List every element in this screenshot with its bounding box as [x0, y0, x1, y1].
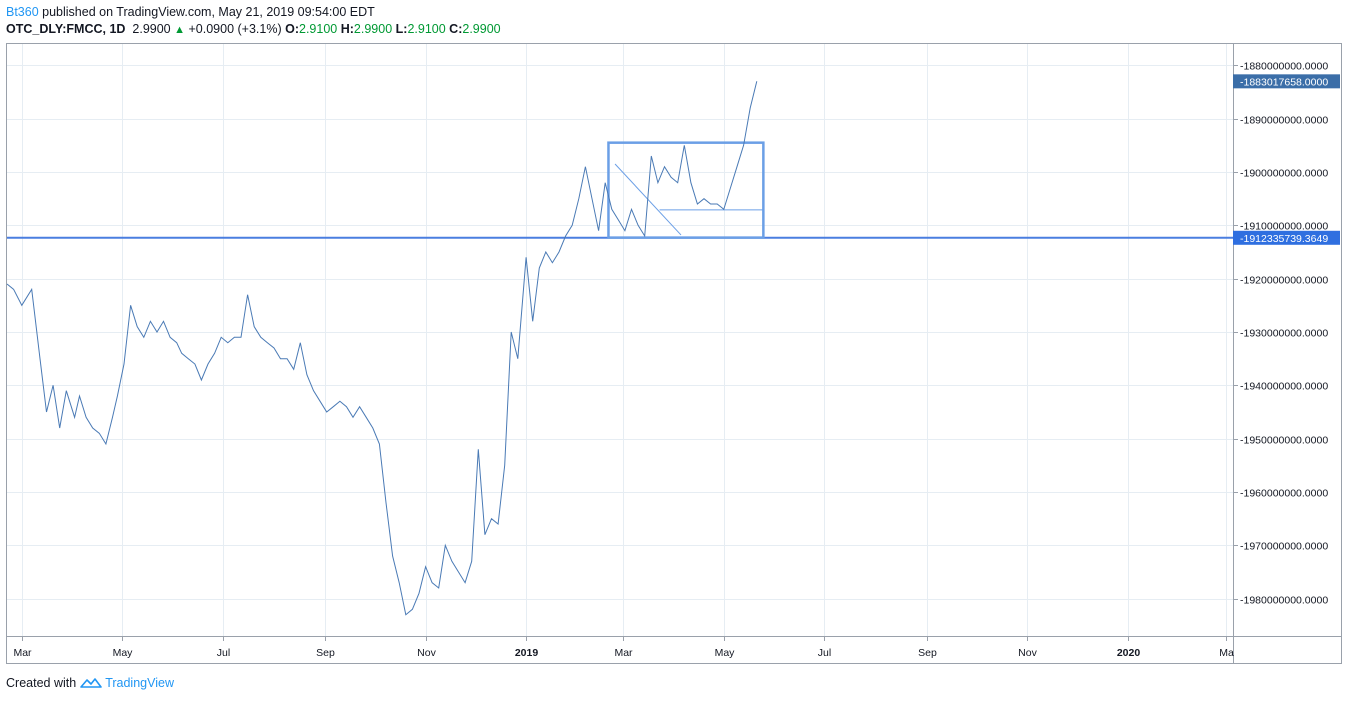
last-price-badge: [1233, 74, 1340, 89]
x-tick-label: 2020: [1117, 647, 1141, 659]
rectangle-drawing: [607, 141, 765, 239]
x-tick-label: Nov: [417, 647, 436, 659]
price-badges: -1883017658.0000 -1912335739.3649: [1233, 74, 1340, 245]
x-tick-label: Mar: [614, 647, 633, 659]
tradingview-brand-link[interactable]: TradingView: [105, 676, 174, 690]
low-label: L:: [395, 22, 408, 36]
symbol-legend: OTC_DLY:FMCC, 1D 2.9900 ▲ +0.0900 (+3.1%…: [6, 21, 501, 39]
y-tick-label: -1890000000.0000: [1240, 115, 1328, 127]
chart-frame: [6, 43, 1342, 664]
y-tick-label: -1960000000.0000: [1240, 488, 1328, 500]
created-with-label: Created with: [6, 676, 77, 690]
drawings-layer[interactable]: [7, 141, 1233, 239]
author-link[interactable]: Bt360: [6, 5, 39, 19]
low-value: 2.9100: [407, 22, 446, 36]
x-tick-label: 2019: [515, 647, 539, 659]
y-tick-label: -1900000000.0000: [1240, 168, 1328, 180]
price-change: +0.0900 (+3.1%): [188, 22, 282, 36]
y-tick-label: -1970000000.0000: [1240, 541, 1328, 553]
chart-grid: [7, 44, 1233, 636]
hline-price-badge-label: -1912335739.3649: [1240, 233, 1328, 245]
high-value: 2.9900: [353, 22, 393, 36]
x-tick-label: May: [715, 647, 736, 659]
chart-header: Bt360 published on TradingView.com, May …: [6, 4, 375, 21]
close-value: 2.9900: [462, 22, 501, 36]
x-tick-label: May: [113, 647, 134, 659]
tradingview-logo-icon: [80, 678, 102, 688]
footer: Created with TradingView: [6, 676, 174, 690]
y-tick-label: -1930000000.0000: [1240, 328, 1328, 340]
price-axis[interactable]: -1880000000.0000 -1890000000.0000 -1900000…: [1233, 61, 1328, 607]
publish-info: published on TradingView.com, May 21, 20…: [38, 5, 375, 19]
last-price-badge-label: -1883017658.0000: [1240, 76, 1328, 88]
x-tick-label: Sep: [918, 647, 937, 659]
open-label: O:: [285, 22, 299, 36]
high-label: H:: [340, 22, 354, 36]
y-tick-label: -1980000000.0000: [1240, 595, 1328, 607]
open-value: 2.9100: [299, 22, 338, 36]
x-tick-label: Mar: [13, 647, 32, 659]
y-tick-label: -1880000000.0000: [1240, 61, 1328, 73]
last-price: 2.9900: [132, 22, 171, 36]
x-tick-label: Nov: [1018, 647, 1037, 659]
x-tick-label: Jul: [818, 647, 831, 659]
y-tick-label: -1950000000.0000: [1240, 435, 1328, 447]
price-series-line: [6, 81, 758, 616]
x-tick-label: Sep: [316, 647, 335, 659]
x-tick-label: Jul: [217, 647, 230, 659]
x-tick-label: Ma: [1219, 647, 1234, 659]
symbol-name: OTC_DLY:FMCC, 1D: [6, 22, 126, 36]
time-axis[interactable]: Mar May Jul Sep Nov 2019 Mar May Jul Sep Nov 2020 Ma: [13, 636, 1234, 659]
up-arrow-icon: ▲: [174, 24, 186, 36]
y-tick-label: -1910000000.0000: [1240, 221, 1328, 233]
y-tick-label: -1920000000.0000: [1240, 275, 1328, 287]
close-label: C:: [449, 22, 463, 36]
hline-price-badge: [1233, 230, 1340, 245]
y-tick-label: -1940000000.0000: [1240, 381, 1328, 393]
